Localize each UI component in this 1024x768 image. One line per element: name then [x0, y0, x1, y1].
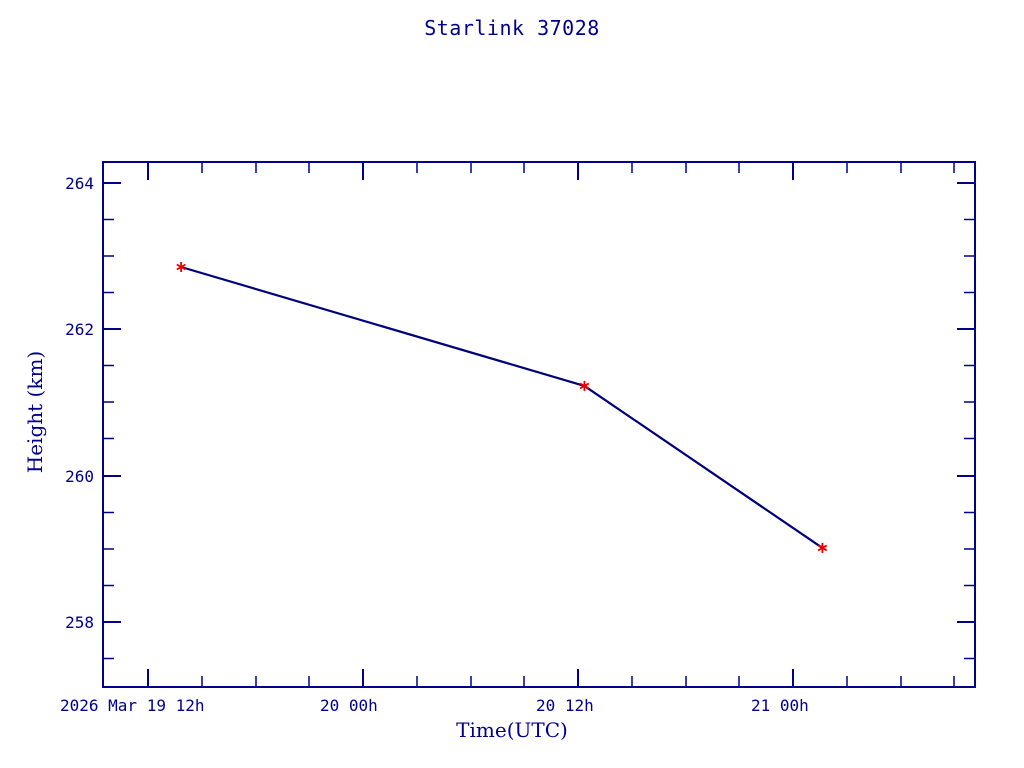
plot-frame	[102, 161, 976, 688]
y-axis-right-ticks	[957, 182, 975, 660]
y-axis-title: Height (km)	[23, 350, 47, 474]
x-axis-top-ticks	[147, 162, 955, 180]
x-axis-title: Time(UTC)	[456, 718, 568, 742]
y-tick-label: 262	[65, 320, 94, 339]
chart-title: Starlink 37028	[424, 16, 600, 40]
y-tick-label: 258	[65, 613, 94, 632]
data-point-marker	[579, 380, 590, 391]
x-tick-label: 21 00h	[751, 696, 809, 715]
x-tick-label: 2026 Mar 19 12h	[60, 696, 205, 715]
y-axis-major-ticks	[103, 182, 121, 623]
x-axis-major-ticks	[147, 669, 794, 687]
y-axis-tick-labels: 264 262 260 258	[65, 174, 94, 632]
x-axis-minor-ticks	[201, 676, 955, 687]
data-point-marker	[817, 542, 828, 553]
y-axis-minor-ticks	[103, 218, 114, 660]
x-tick-label: 20 00h	[320, 696, 378, 715]
y-tick-label: 260	[65, 467, 94, 486]
data-line-height	[180, 265, 824, 549]
x-axis-tick-labels: 2026 Mar 19 12h 20 00h 20 12h 21 00h	[60, 696, 809, 715]
data-point-marker	[176, 262, 186, 272]
y-tick-label: 264	[65, 174, 94, 193]
x-tick-label: 20 12h	[536, 696, 594, 715]
data-markers	[176, 262, 828, 553]
